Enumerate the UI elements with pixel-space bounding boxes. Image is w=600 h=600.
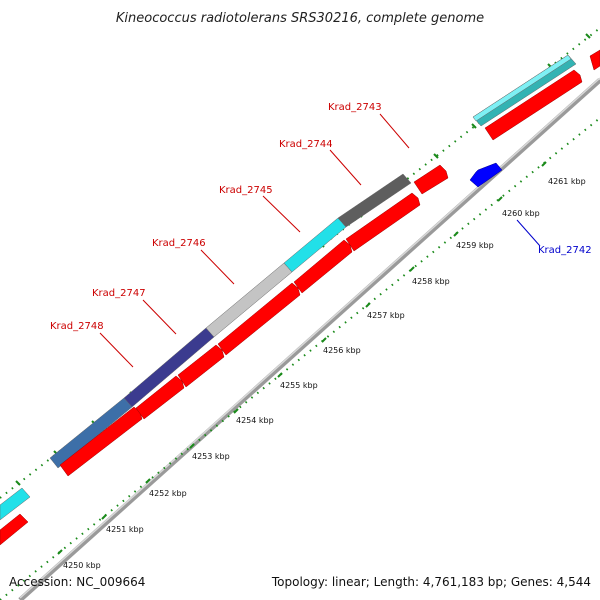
gene-callout-lines — [99, 113, 541, 368]
gene-label-krad-2746[interactable]: Krad_2746 — [152, 238, 206, 249]
scale-label: 4250 kbp — [63, 561, 101, 570]
cds-arrow[interactable] — [0, 513, 29, 546]
accession-text: Accession: NC_009664 — [9, 575, 145, 589]
scale-label: 4255 kbp — [280, 381, 318, 390]
cds-arrow-reverse[interactable] — [469, 162, 503, 188]
genome-summary-text: Topology: linear; Length: 4,761,183 bp; … — [271, 575, 591, 589]
feature-segment-darkgray[interactable] — [337, 173, 412, 228]
cds-arrow[interactable] — [135, 375, 185, 420]
gene-label-krad-2747[interactable]: Krad_2747 — [92, 288, 146, 299]
cds-track-forward — [0, 49, 600, 546]
lower-scale-track — [0, 117, 600, 600]
cds-arrow[interactable] — [59, 406, 143, 477]
cds-arrow[interactable] — [589, 49, 600, 71]
scale-label: 4260 kbp — [502, 209, 540, 218]
scale-label: 4256 kbp — [323, 346, 361, 355]
scale-label: 4254 kbp — [236, 416, 274, 425]
scale-label: 4259 kbp — [456, 241, 494, 250]
map-title: Kineococcus radiotolerans SRS30216, comp… — [116, 11, 484, 26]
gene-label-krad-2748[interactable]: Krad_2748 — [50, 321, 104, 332]
feature-segment-cyan-right[interactable] — [472, 54, 572, 122]
genome-backbone-highlight — [19, 77, 600, 599]
scale-label: 4257 kbp — [367, 311, 405, 320]
gene-label-krad-2742[interactable]: Krad_2742 — [538, 245, 592, 256]
lower-major-ticks — [57, 161, 547, 555]
cds-arrow[interactable] — [177, 344, 225, 388]
gene-label-krad-2743[interactable]: Krad_2743 — [328, 102, 382, 113]
gene-label-krad-2744[interactable]: Krad_2744 — [279, 139, 333, 150]
scale-label: 4258 kbp — [412, 277, 450, 286]
feature-band-upper — [0, 54, 577, 521]
cds-arrow[interactable] — [217, 282, 301, 356]
scale-label: 4251 kbp — [106, 525, 144, 534]
genome-backbone-line — [18, 78, 600, 600]
scale-label: 4253 kbp — [192, 452, 230, 461]
scale-label: 4252 kbp — [149, 489, 187, 498]
cds-arrow[interactable] — [345, 192, 421, 252]
cds-arrow[interactable] — [484, 69, 583, 141]
scale-label: 4261 kbp — [548, 177, 586, 186]
gene-label-krad-2745[interactable]: Krad_2745 — [219, 185, 273, 196]
gene-labels: Krad_2748 Krad_2747 Krad_2746 Krad_2745 … — [50, 102, 592, 332]
cds-arrow[interactable] — [413, 164, 449, 195]
feature-segment-cyan-left[interactable] — [0, 487, 31, 521]
scale-labels: 4250 kbp 4251 kbp 4252 kbp 4253 kbp 4254… — [63, 177, 586, 570]
map-tracks: 4250 kbp 4251 kbp 4252 kbp 4253 kbp 4254… — [0, 27, 600, 600]
cds-arrow[interactable] — [293, 239, 353, 294]
